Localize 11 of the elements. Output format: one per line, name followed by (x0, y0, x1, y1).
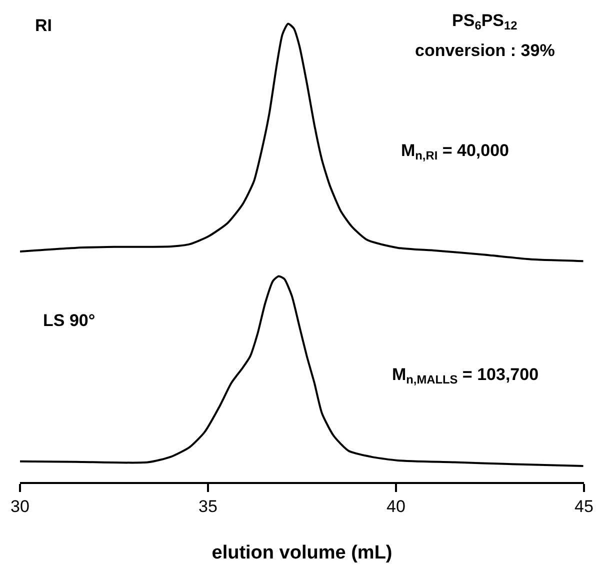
x-tick-label: 40 (386, 497, 406, 516)
x-axis-title: elution volume (mL) (212, 542, 392, 564)
annotation: M$_{n,MALLS}$ = 103,700 (392, 365, 539, 387)
x-tick-label: 35 (198, 497, 218, 516)
annotation: PS$_{6}$PS$_{12}$ (452, 11, 518, 33)
annotation: conversion : 39% (415, 41, 555, 60)
x-tick-label: 45 (574, 497, 594, 516)
annotation: M$_{n,RI}$ = 40,000 (401, 141, 510, 163)
x-tick-label: 30 (10, 497, 30, 516)
annotation: LS 90° (43, 311, 96, 330)
annotation: RI (35, 16, 52, 35)
